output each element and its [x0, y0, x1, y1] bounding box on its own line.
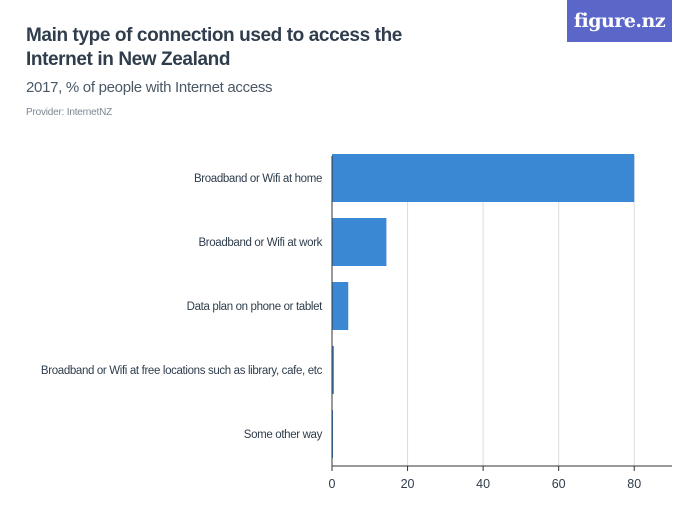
x-tick-label: 60 [552, 477, 566, 491]
bar[interactable] [332, 346, 334, 394]
x-tick-label: 0 [329, 477, 336, 491]
bar[interactable] [332, 282, 349, 330]
x-tick-label: 80 [627, 477, 641, 491]
x-axis: 0 20 40 60 80 [329, 156, 672, 491]
figure-nz-logo[interactable]: figure.nz [567, 0, 672, 42]
category-label: Broadband or Wifi at work [198, 237, 322, 249]
category-labels: Broadband or Wifi at home Broadband or Wi… [41, 173, 324, 441]
x-tick-label: 40 [476, 477, 490, 491]
x-tick-label: 20 [401, 477, 415, 491]
category-label: Some other way [244, 429, 323, 441]
bar[interactable] [332, 154, 635, 202]
provider-label: Provider: InternetNZ [26, 107, 113, 118]
category-label: Broadband or Wifi at free locations such… [41, 365, 323, 377]
chart-subtitle: 2017, % of people with Internet access [26, 79, 273, 96]
bar[interactable] [332, 218, 387, 266]
category-label: Data plan on phone or tablet [187, 301, 323, 313]
bars [332, 154, 635, 458]
category-label: Broadband or Wifi at home [194, 173, 322, 185]
gridlines [407, 156, 635, 466]
chart-title: Main type of connection used to access t… [26, 25, 402, 70]
